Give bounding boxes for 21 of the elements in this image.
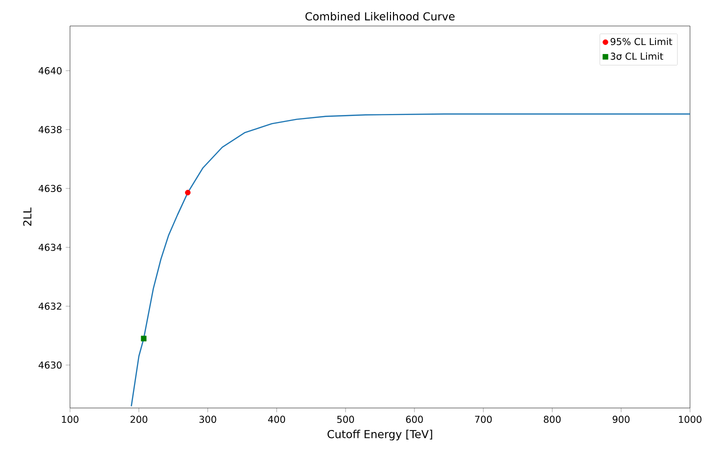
x-tick-label: 1000 — [679, 416, 702, 423]
y-tick-label: 4636 — [38, 184, 62, 192]
chart-title: Combined Likelihood Curve — [305, 12, 455, 20]
y-tick-label: 4640 — [38, 67, 62, 74]
x-tick-label: 300 — [199, 416, 216, 423]
x-tick-label: 500 — [337, 416, 354, 423]
x-tick-label: 400 — [268, 416, 286, 423]
x-tick-label: 100 — [62, 416, 78, 423]
x-tick-label: 900 — [612, 416, 630, 423]
x-tick-label: 800 — [544, 416, 561, 423]
x-tick-label: 700 — [475, 416, 492, 423]
y-axis-title: 2LL — [23, 207, 32, 226]
x-axis-title: Cutoff Energy [TeV] — [328, 430, 432, 440]
y-tick-label: 4634 — [38, 244, 62, 251]
y-tick-label: 4638 — [38, 126, 62, 134]
y-tick-label: 4632 — [38, 302, 62, 310]
legend-label: 3σ CL Limit — [610, 52, 664, 60]
x-tick-label: 200 — [130, 416, 148, 423]
legend-label: 95% CL Limit — [610, 38, 672, 46]
y-tick-label: 4630 — [38, 361, 62, 369]
x-tick-label: 600 — [406, 416, 423, 423]
